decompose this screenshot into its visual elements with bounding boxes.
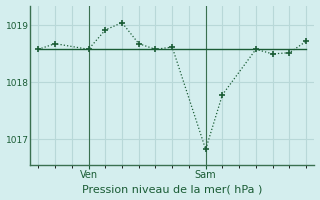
X-axis label: Pression niveau de la mer( hPa ): Pression niveau de la mer( hPa ) [82,184,262,194]
